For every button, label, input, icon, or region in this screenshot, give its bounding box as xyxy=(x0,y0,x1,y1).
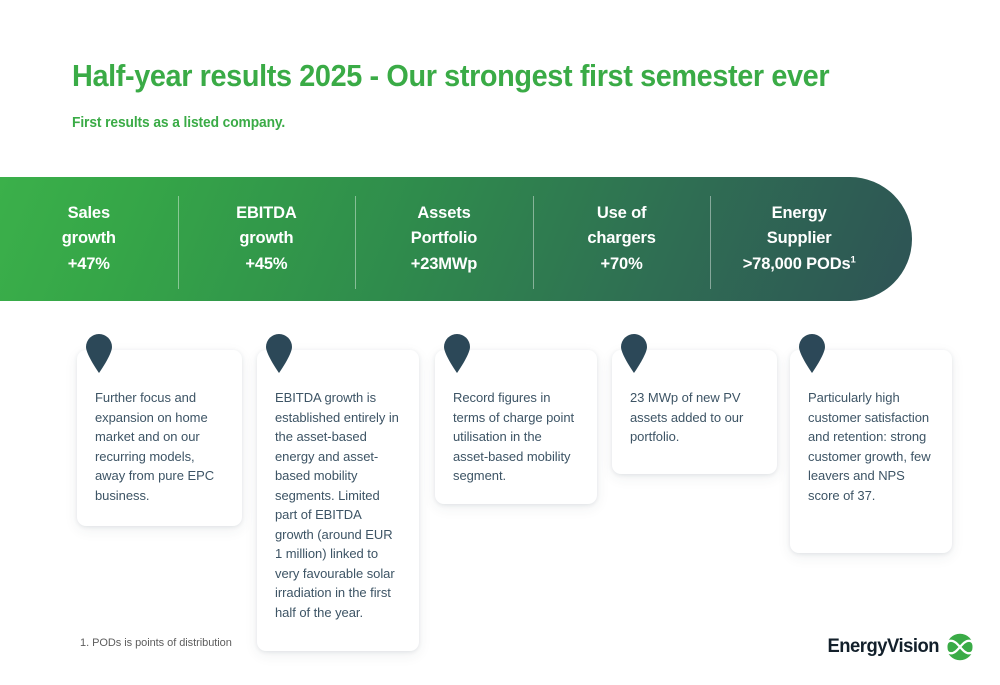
kpi-value: +47% xyxy=(67,254,110,273)
kpi-label-line2: growth xyxy=(61,229,116,248)
insight-card-text: Further focus and expansion on home mark… xyxy=(95,390,215,503)
kpi-value: +23MWp xyxy=(410,254,478,273)
kpi-banner: Sales growth +47% EBITDA growth +45% Ass… xyxy=(0,177,912,301)
page-header: Half-year results 2025 - Our strongest f… xyxy=(72,58,932,131)
map-pin-icon xyxy=(86,334,112,373)
insight-card-text: EBITDA growth is established entirely in… xyxy=(275,390,399,620)
insight-card-text: 23 MWp of new PV assets added to our por… xyxy=(630,390,744,444)
kpi-column-ebitda-growth: EBITDA growth +45% xyxy=(177,177,356,301)
company-logo: EnergyVision xyxy=(824,633,974,661)
map-pin-icon xyxy=(266,334,292,373)
kpi-label-line2: chargers xyxy=(587,229,656,248)
kpi-column-energy-supplier: Energy Supplier >78,000 PODs1 xyxy=(710,177,912,301)
kpi-label-line1: EBITDA xyxy=(236,204,297,223)
kpi-label-line1: Assets xyxy=(417,204,471,223)
page-subtitle: First results as a listed company. xyxy=(72,114,286,131)
kpi-label-line1: Energy xyxy=(771,204,827,223)
page-title: Half-year results 2025 - Our strongest f… xyxy=(72,58,830,93)
insight-card-ebitda[interactable]: EBITDA growth is established entirely in… xyxy=(257,334,419,651)
kpi-label-line2: Portfolio xyxy=(410,229,478,248)
kpi-value: +45% xyxy=(245,254,288,273)
kpi-value-text: >78,000 PODs xyxy=(742,254,851,273)
kpi-column-assets-portfolio: Assets Portfolio +23MWp xyxy=(355,177,533,301)
insight-card-customer-satisfaction[interactable]: Particularly high customer satisfaction … xyxy=(790,334,952,553)
kpi-label-line1: Sales xyxy=(67,204,111,223)
footnote: 1. PODs is points of distribution xyxy=(80,637,232,649)
kpi-label-line2: growth xyxy=(239,229,294,248)
kpi-value-footnote-marker: 1 xyxy=(850,254,856,266)
map-pin-icon xyxy=(444,334,470,373)
logo-wordmark: EnergyVision xyxy=(827,636,939,657)
map-pin-icon xyxy=(799,334,825,373)
insight-card-sales[interactable]: Further focus and expansion on home mark… xyxy=(77,334,242,526)
insight-card-text: Particularly high customer satisfaction … xyxy=(808,390,931,503)
kpi-value: +70% xyxy=(600,254,643,273)
kpi-label-line2: Supplier xyxy=(766,229,832,248)
insight-card-text: Record figures in terms of charge point … xyxy=(453,390,575,483)
kpi-label-line1: Use of xyxy=(596,204,647,223)
map-pin-icon xyxy=(621,334,647,373)
infinity-logo-icon xyxy=(946,633,974,661)
insight-card-pv-assets[interactable]: 23 MWp of new PV assets added to our por… xyxy=(612,334,777,474)
insight-card-charge-points[interactable]: Record figures in terms of charge point … xyxy=(435,334,597,504)
kpi-column-sales-growth: Sales growth +47% xyxy=(0,177,178,301)
kpi-column-use-of-chargers: Use of chargers +70% xyxy=(532,177,711,301)
kpi-value: >78,000 PODs1 xyxy=(743,252,856,277)
